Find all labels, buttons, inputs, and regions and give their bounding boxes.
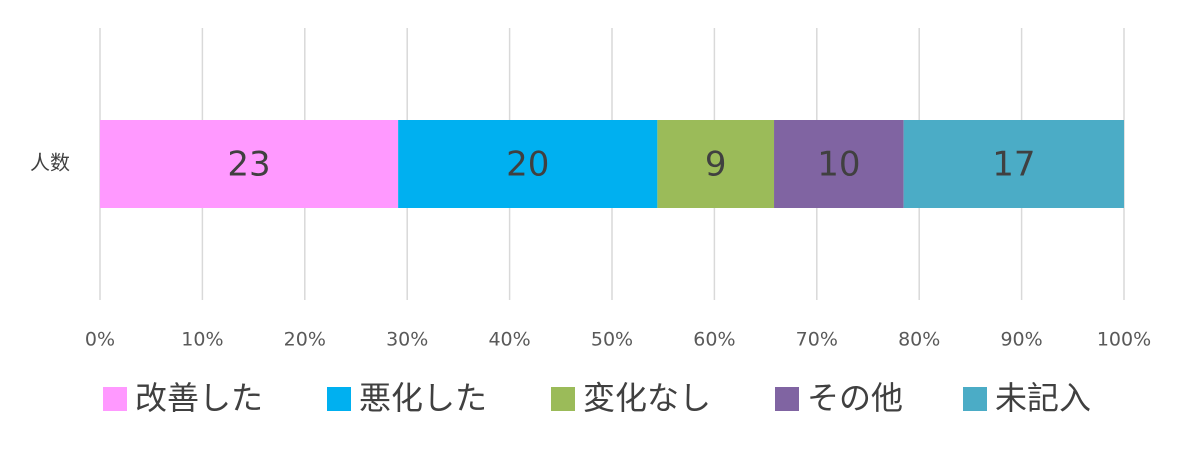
x-tick-label: 40% — [488, 329, 530, 351]
x-tick-label: 10% — [181, 329, 223, 351]
legend-swatch — [551, 387, 575, 411]
category-label: 人数 — [30, 151, 70, 175]
legend-label: 未記入 — [995, 379, 1091, 417]
x-tick-label: 50% — [591, 329, 633, 351]
bar-segment — [100, 120, 399, 208]
bar-segment — [657, 120, 775, 208]
legend-swatch — [327, 387, 351, 411]
data-label: 9 — [705, 145, 727, 185]
legend: 改善した 悪化した 変化なし その他 未記入 — [103, 379, 1091, 417]
legend-swatch — [103, 387, 127, 411]
data-label: 20 — [506, 145, 549, 185]
bar-segment — [774, 120, 904, 208]
x-tick-label: 60% — [693, 329, 735, 351]
x-tick-label: 0% — [85, 329, 115, 351]
data-label: 23 — [227, 145, 270, 185]
data-label: 10 — [817, 145, 860, 185]
legend-label: 改善した — [135, 379, 263, 417]
x-tick-label: 20% — [284, 329, 326, 351]
x-axis-tick-labels: 0% 10% 20% 30% 40% 50% 60% 70% 80% 90% 100% — [85, 329, 1151, 351]
x-tick-label: 100% — [1097, 329, 1151, 351]
legend-swatch — [963, 387, 987, 411]
data-labels: 23 20 9 10 17 — [227, 145, 1035, 185]
data-label: 17 — [992, 145, 1035, 185]
bar-segment — [398, 120, 658, 208]
x-tick-label: 80% — [898, 329, 940, 351]
category-labels: 人数 — [30, 151, 70, 175]
x-tick-label: 90% — [1000, 329, 1042, 351]
legend-label: 悪化した — [359, 379, 487, 417]
legend-label: 変化なし — [583, 379, 711, 417]
bar-segment — [903, 120, 1124, 208]
legend-label: その他 — [807, 379, 903, 417]
x-tick-label: 30% — [386, 329, 428, 351]
bar-segments — [100, 120, 1124, 208]
x-tick-label: 70% — [796, 329, 838, 351]
legend-swatch — [775, 387, 799, 411]
